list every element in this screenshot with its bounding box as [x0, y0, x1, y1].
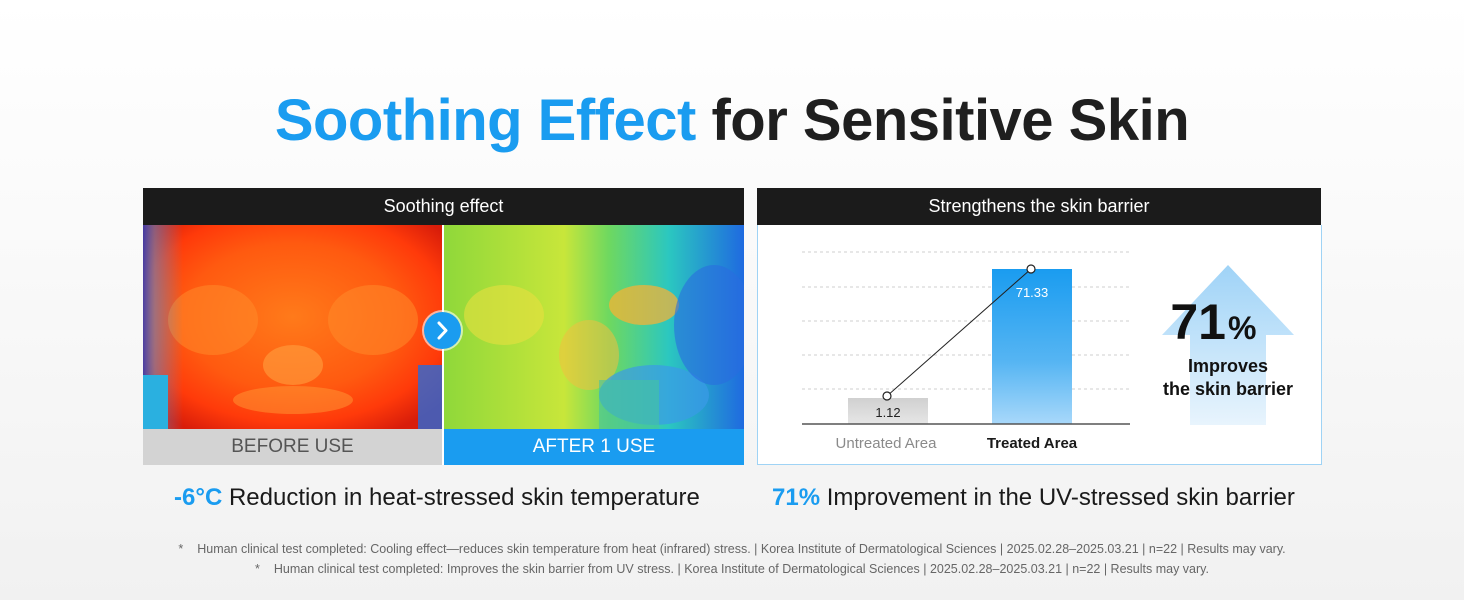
value-label-treated: 71.33	[1016, 285, 1049, 300]
caption-temperature-highlight: -6°C	[174, 484, 223, 511]
big-stat-line2: the skin barrier	[1163, 379, 1293, 399]
footnote-cooling: * Human clinical test completed: Cooling …	[0, 540, 1464, 558]
bar-treated	[992, 269, 1072, 424]
after-thermal-image	[444, 225, 744, 429]
category-label-treated: Treated Area	[987, 435, 1078, 452]
bar-untreated	[848, 398, 928, 424]
footnote-text: Human clinical test completed: Cooling e…	[197, 542, 1286, 556]
page-title: Soothing Effect for Sensitive Skin	[0, 88, 1464, 154]
footnote-star: *	[178, 542, 184, 556]
before-thermal-image	[143, 225, 442, 429]
chart-gridlines	[802, 251, 1130, 390]
big-stat-number: 71	[1170, 294, 1226, 350]
caption-temperature-text: Reduction in heat-stressed skin temperat…	[228, 484, 700, 511]
before-use-label: BEFORE USE	[143, 429, 442, 465]
big-stat-line1: Improves	[1188, 356, 1268, 376]
value-label-untreated: 1.12	[875, 405, 900, 420]
barrier-chart-box: 1.12 71.33 Untreated Area Treated Area 7…	[757, 225, 1322, 465]
footnote-text: Human clinical test completed: Improves …	[273, 562, 1209, 576]
trend-point-treated	[1026, 264, 1036, 274]
barrier-panel-title: Strengthens the skin barrier	[757, 188, 1321, 225]
caption-barrier: 71% Improvement in the UV-stressed skin …	[772, 482, 1295, 514]
trend-line	[886, 268, 1032, 397]
title-rest: for Sensitive Skin	[711, 88, 1190, 153]
trend-point-untreated	[882, 391, 892, 401]
caption-barrier-text: Improvement in the UV-stressed skin barr…	[826, 484, 1295, 511]
improvement-arrow-icon	[1162, 265, 1294, 425]
caption-temperature: -6°C Reduction in heat-stressed skin tem…	[174, 482, 700, 514]
soothing-panel-title: Soothing effect	[143, 188, 744, 225]
category-label-untreated: Untreated Area	[836, 435, 938, 452]
next-arrow-icon	[424, 312, 461, 349]
after-use-label: AFTER 1 USE	[444, 429, 744, 465]
title-accent: Soothing Effect	[274, 88, 697, 153]
big-stat-unit: %	[1228, 310, 1256, 346]
barrier-chart: 1.12 71.33 Untreated Area Treated Area 7…	[802, 251, 1294, 452]
caption-barrier-highlight: 71%	[772, 484, 821, 511]
footnote-barrier: * Human clinical test completed: Improves…	[0, 560, 1464, 578]
footnote-star: *	[255, 562, 260, 576]
